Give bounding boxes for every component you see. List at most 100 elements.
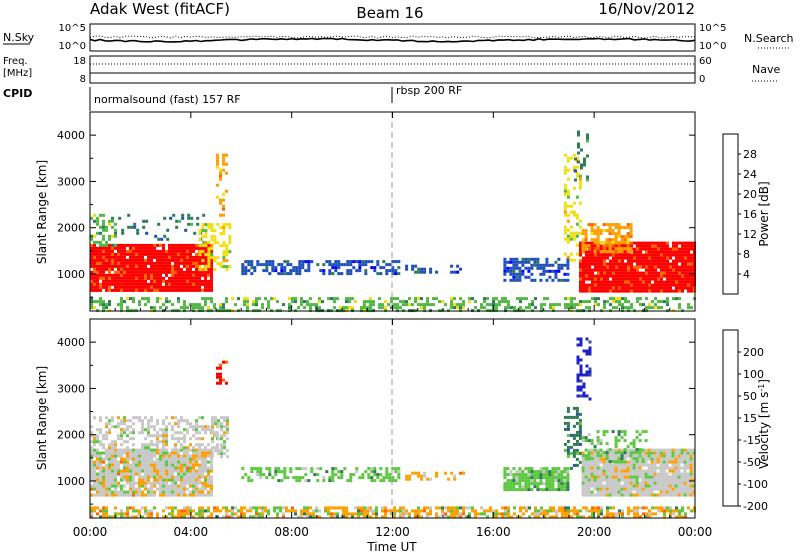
velocity-cell xyxy=(225,515,228,519)
velocity-cell xyxy=(512,473,516,477)
power-cell xyxy=(304,269,308,273)
power-cell xyxy=(222,192,225,196)
velocity-cell xyxy=(237,509,240,513)
velocity-cell xyxy=(650,487,654,491)
power-cell xyxy=(584,232,588,236)
power-cell xyxy=(624,277,627,281)
power-cell xyxy=(675,274,678,278)
power-cell xyxy=(261,303,264,307)
velocity-cell xyxy=(542,473,546,477)
power-cell xyxy=(666,277,669,281)
power-cell xyxy=(246,303,249,307)
power-cell xyxy=(545,263,549,267)
power-cell xyxy=(624,280,627,284)
velocity-cell xyxy=(312,512,315,516)
velocity-cell xyxy=(420,477,424,481)
velocity-cell xyxy=(521,470,525,474)
velocity-cell xyxy=(117,460,120,464)
velocity-cell xyxy=(337,470,341,474)
velocity-cell xyxy=(456,509,459,513)
power-cell xyxy=(99,264,102,268)
power-cell xyxy=(171,279,174,283)
velocity-cell xyxy=(429,509,432,513)
power-cell xyxy=(144,285,147,289)
velocity-cell xyxy=(581,466,585,470)
power-cell xyxy=(144,243,147,247)
power-cell xyxy=(586,136,589,140)
power-cell xyxy=(492,300,495,304)
velocity-cell xyxy=(543,515,546,519)
power-cell xyxy=(165,264,168,268)
power-cell xyxy=(201,250,205,254)
power-cell xyxy=(636,286,639,290)
power-cell xyxy=(282,303,285,307)
power-cell xyxy=(620,238,624,242)
power-cell xyxy=(666,303,669,307)
power-cell xyxy=(681,268,684,272)
power-cell xyxy=(168,255,171,259)
power-cell xyxy=(141,285,144,289)
velocity-cell xyxy=(399,512,402,516)
velocity-cell xyxy=(650,475,654,479)
velocity-cell xyxy=(105,431,108,435)
power-cell xyxy=(583,163,586,167)
power-cell xyxy=(602,244,606,248)
velocity-cell xyxy=(582,349,586,353)
power-cell xyxy=(636,265,639,269)
velocity-cell xyxy=(174,466,177,470)
power-cell xyxy=(117,267,120,271)
velocity-cell xyxy=(385,473,389,477)
velocity-cell xyxy=(108,454,111,458)
velocity-cell xyxy=(96,434,99,438)
power-cell xyxy=(192,246,195,250)
power-cell xyxy=(105,285,108,289)
power-cell xyxy=(611,232,615,236)
power-cell xyxy=(654,289,657,293)
velocity-cell xyxy=(668,448,672,452)
velocity-cell xyxy=(174,469,177,473)
power-cell xyxy=(138,258,141,262)
velocity-cell xyxy=(614,493,618,497)
power-cell xyxy=(177,279,180,283)
velocity-cell xyxy=(584,472,588,476)
velocity-cell xyxy=(333,512,336,516)
power-cell xyxy=(345,300,348,304)
power-cell xyxy=(96,282,99,286)
velocity-cell xyxy=(459,471,463,475)
velocity-cell xyxy=(590,481,594,485)
power-cell xyxy=(186,273,189,277)
velocity-cell xyxy=(132,481,135,485)
velocity-cell xyxy=(620,460,624,464)
power-cell xyxy=(626,241,630,245)
velocity-cell xyxy=(665,472,669,476)
power-cell xyxy=(153,270,156,274)
power-cell xyxy=(633,286,636,290)
velocity-cell xyxy=(231,509,234,513)
power-cell xyxy=(180,273,183,277)
velocity-cell xyxy=(623,481,627,485)
velocity-cell xyxy=(93,472,96,476)
power-cell xyxy=(247,269,251,273)
velocity-cell xyxy=(183,515,186,519)
power-cell xyxy=(621,283,624,287)
velocity-cell xyxy=(129,469,132,473)
power-cell xyxy=(198,282,201,286)
velocity-cell xyxy=(183,466,186,470)
velocity-cell xyxy=(656,481,660,485)
freq-label: Freq. xyxy=(3,56,28,67)
power-cell xyxy=(639,244,642,248)
power-cell xyxy=(147,252,150,256)
velocity-cell xyxy=(402,509,405,513)
velocity-cell xyxy=(126,454,129,458)
power-cell xyxy=(168,261,171,265)
power-cell xyxy=(207,270,210,274)
velocity-cell xyxy=(144,460,147,464)
power-cell xyxy=(603,303,606,307)
power-cell xyxy=(678,289,681,293)
velocity-cell xyxy=(623,448,627,452)
velocity-cell xyxy=(521,479,525,483)
power-cell xyxy=(405,267,409,271)
velocity-cell xyxy=(429,506,432,510)
power-cell xyxy=(96,267,99,271)
power-cell xyxy=(563,189,567,193)
